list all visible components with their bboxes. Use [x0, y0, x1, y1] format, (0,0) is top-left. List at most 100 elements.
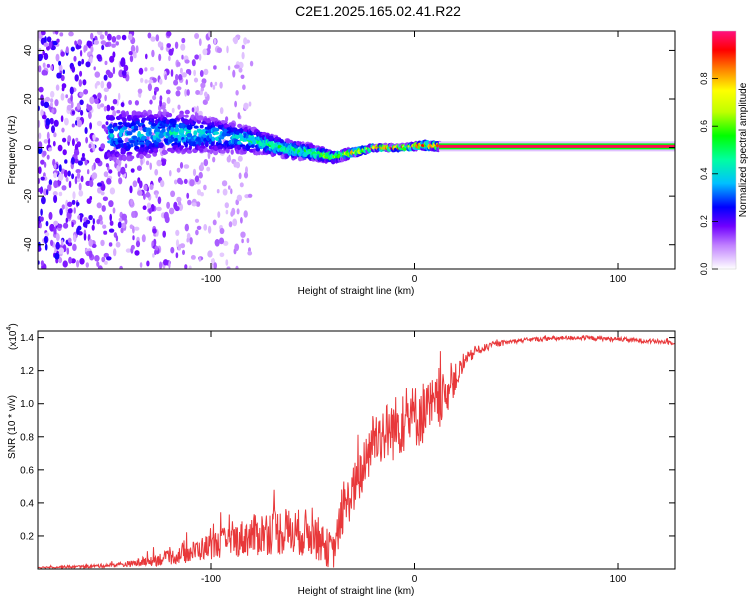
spectrogram-noise-cell: [46, 36, 52, 43]
spectrogram-noise-cell: [91, 172, 98, 180]
spectrogram-noise-cell: [64, 117, 69, 126]
spectrogram-noise-cell: [52, 191, 58, 197]
spectrogram-noise-cell: [239, 182, 244, 188]
spectrogram-noise-cell: [237, 112, 241, 119]
spectrogram-noise-cell: [61, 185, 67, 191]
spectrogram-ridge-cell: [168, 139, 174, 143]
spectrogram-noise-cell: [184, 59, 190, 64]
spectrogram-noise-cell: [38, 166, 42, 174]
spectrogram-noise-cell: [71, 65, 76, 73]
spectrogram-noise-cell: [175, 252, 179, 259]
spectrogram-noise-cell: [64, 159, 68, 164]
spectrogram-noise-cell: [48, 211, 53, 220]
spectrogram-noise-cell: [59, 32, 64, 37]
spectrogram-noise-cell: [85, 262, 90, 268]
spectrogram-noise-cell: [200, 87, 204, 92]
spectrogram-noise-cell: [40, 208, 43, 216]
spectrogram-ridge-cell: [145, 153, 152, 159]
spectrogram-noise-cell: [133, 53, 137, 59]
spectrogram-noise-cell: [53, 220, 59, 226]
spectrogram-noise-cell: [149, 184, 154, 190]
colorbar-frame: [711, 30, 737, 270]
spectrogram-noise-cell: [61, 204, 65, 210]
spectrogram-noise-cell: [182, 249, 185, 255]
spectrogram-noise-cell: [74, 74, 79, 82]
spectrogram-ridge-cell: [220, 149, 226, 154]
spectrogram-noise-cell: [42, 150, 47, 156]
spectrogram-ridge-cell: [199, 147, 204, 153]
spectrogram-ridge-cell: [112, 156, 117, 161]
spectrogram-noise-cell: [85, 136, 88, 144]
spectrogram-ridge-cell: [117, 121, 123, 126]
spectrogram-ridge-cell: [153, 148, 159, 154]
x-tick-label: -100: [201, 574, 221, 585]
spectrogram-noise-cell: [128, 51, 133, 56]
spectrogram-noise-cell: [46, 45, 50, 51]
spectrogram-noise-cell: [38, 65, 42, 73]
spectrogram-noise-cell: [162, 230, 166, 238]
spectrogram-noise-cell: [60, 239, 64, 246]
spectrogram-noise-cell: [44, 236, 48, 245]
spectrogram-noise-cell: [66, 247, 70, 255]
spectrogram-noise-cell: [81, 58, 85, 65]
spectrogram-noise-cell: [62, 137, 67, 143]
spectrogram-noise-cell: [96, 219, 101, 225]
spectrogram-noise-cell: [104, 60, 108, 66]
spectrogram-noise-cell: [198, 171, 203, 179]
y-tick-label: 1.0: [20, 399, 34, 410]
x-tick-label: -100: [201, 274, 221, 285]
spectrogram-noise-cell: [92, 218, 96, 225]
spectrogram-noise-cell: [55, 233, 60, 242]
spectrogram-noise-cell: [40, 31, 46, 36]
spectrogram-noise-cell: [96, 202, 102, 209]
spectrogram-noise-cell: [70, 100, 74, 109]
spectrogram-noise-cell: [152, 95, 157, 101]
spectrogram-ridge-cell: [213, 149, 219, 156]
spectrogram-noise-cell: [44, 96, 51, 102]
spectrogram-ridge-cell: [239, 134, 244, 140]
spectrogram-ridge-cell: [202, 134, 208, 138]
spectrogram-noise-cell: [210, 81, 213, 88]
spectrogram-noise-cell: [228, 185, 231, 190]
spectrogram-ridge-cell: [179, 145, 185, 149]
spectrogram-ridge-cell: [156, 139, 162, 143]
spectrogram-ridge-cell: [122, 117, 127, 123]
spectrogram-noise-cell: [153, 238, 157, 247]
spectrogram-noise-cell: [179, 243, 186, 249]
spectrogram-noise-cell: [108, 242, 113, 247]
svg-text:(x104): (x104): [6, 323, 19, 350]
spectrogram-noise-cell: [41, 114, 47, 120]
spectrogram-noise-cell: [77, 39, 83, 46]
spectrogram-noise-cell: [99, 220, 104, 225]
spectrogram-noise-cell: [100, 191, 105, 196]
spectrogram-noise-cell: [214, 239, 220, 247]
spectrogram-ridge-cell: [130, 143, 134, 148]
spectrogram-noise-cell: [117, 170, 121, 177]
spectrogram-noise-cell: [226, 266, 231, 269]
spectrogram-ridge-cell: [244, 137, 248, 142]
spectrogram-noise-cell: [90, 45, 94, 53]
spectrogram-noise-cell: [174, 41, 179, 49]
spectrogram-noise-cell: [101, 205, 106, 212]
spectrogram-noise-cell: [115, 235, 119, 242]
spectrogram-noise-cell: [177, 245, 182, 251]
spectrogram-noise-cell: [48, 147, 53, 152]
spectrogram-noise-cell: [232, 218, 238, 227]
spectrogram-noise-cell: [226, 45, 229, 54]
spectrogram-noise-cell: [76, 260, 80, 268]
spectrogram-noise-cell: [58, 257, 63, 264]
x-tick-label: 0: [412, 574, 418, 585]
spectrogram-ridge-cell: [170, 126, 175, 133]
spectrogram-noise-cell: [55, 84, 60, 91]
spectrogram-y-ticks: 40 20 0 -20 -40: [23, 44, 675, 252]
spectrogram-noise-cell: [75, 120, 78, 126]
spectrogram-noise-cell: [186, 237, 189, 243]
spectrogram-noise-cell: [79, 70, 83, 77]
spectrogram-noise-cell: [100, 143, 106, 150]
spectrogram-noise-cell: [88, 143, 92, 149]
spectrogram-noise-cell: [73, 149, 80, 156]
spectrogram-noise-cell: [129, 55, 134, 63]
spectrogram-ridge-cell: [293, 155, 298, 159]
spectrogram-noise-cell: [134, 226, 140, 231]
spectrogram-noise-cell: [159, 99, 163, 107]
